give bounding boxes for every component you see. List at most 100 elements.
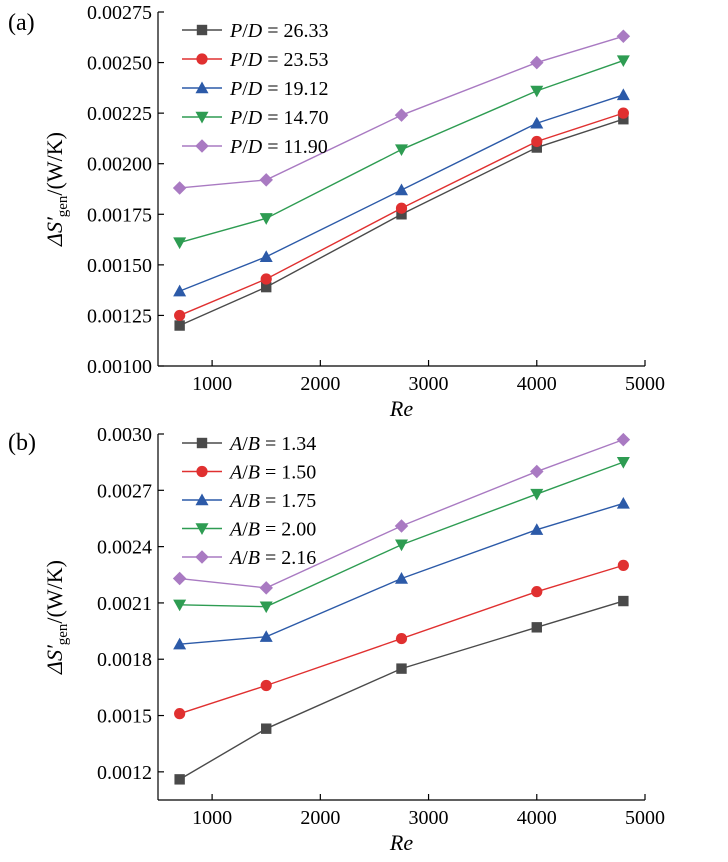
- data-point: [174, 708, 186, 720]
- data-point: [530, 55, 544, 70]
- data-point: [173, 284, 187, 297]
- data-point: [395, 144, 408, 157]
- data-point: [530, 488, 544, 501]
- data-point: [395, 539, 408, 552]
- data-point: [616, 88, 630, 101]
- legend-label: A/B = 1.75: [228, 490, 316, 512]
- x-tick-label: 2000: [300, 373, 340, 395]
- data-point: [616, 456, 630, 469]
- series-0: [174, 595, 629, 785]
- legend-marker: [195, 139, 209, 153]
- data-point: [531, 135, 543, 148]
- series-3: [173, 456, 630, 614]
- y-tick-label: 0.00150: [87, 255, 152, 277]
- y-tick-label: 0.00225: [87, 103, 152, 125]
- legend-label: A/B = 1.50: [228, 462, 316, 484]
- data-point: [259, 601, 273, 614]
- data-point: [174, 774, 185, 785]
- data-point: [616, 496, 630, 509]
- series-2: [173, 496, 630, 650]
- y-axis-label: ΔS′gen/(W/K): [42, 560, 71, 675]
- y-tick-label: 0.0021: [97, 593, 152, 615]
- data-point: [259, 213, 273, 225]
- data-point: [394, 108, 409, 122]
- x-tick-label: 3000: [409, 807, 449, 829]
- data-point: [173, 599, 187, 612]
- legend-label: P/D = 23.53: [229, 49, 329, 71]
- data-point: [396, 209, 407, 220]
- series-2: [173, 88, 630, 297]
- series-3: [173, 55, 630, 250]
- data-point: [174, 309, 186, 322]
- data-point: [173, 637, 187, 650]
- data-point: [173, 237, 187, 250]
- data-point: [616, 432, 631, 447]
- chart-panel-a: 0.00100 0.00125 0.00150 0.00175 0.00200 0.002…: [8, 2, 665, 421]
- legend-marker: [195, 550, 209, 564]
- legend-marker: [196, 53, 208, 65]
- legend-label: P/D = 11.90: [229, 136, 328, 158]
- legend-marker: [195, 81, 209, 94]
- legend: A/B = 1.34 A/B = 1.50 A/B = 1.75 A/B = 2.00…: [182, 433, 316, 569]
- series-line: [179, 600, 624, 780]
- x-tick-label: 1000: [192, 807, 232, 829]
- data-point: [617, 559, 629, 571]
- legend: P/D = 26.33 P/D = 23.53 P/D = 19.12 P/D = 1…: [182, 20, 329, 158]
- data-point: [531, 586, 543, 598]
- y-tick-label: 0.0030: [97, 424, 152, 446]
- y-tick-label: 0.0015: [97, 706, 152, 728]
- data-point: [616, 29, 631, 44]
- series-1: [174, 559, 629, 720]
- data-point: [394, 519, 409, 533]
- legend-label: A/B = 2.00: [228, 519, 316, 541]
- data-point: [618, 595, 629, 607]
- panel-label: (a): [8, 10, 35, 36]
- data-point: [616, 55, 630, 68]
- legend-marker: [196, 24, 208, 36]
- legend-label: A/B = 2.16: [228, 547, 316, 569]
- panel-label: (b): [8, 430, 36, 456]
- y-tick-label: 0.0027: [97, 480, 152, 502]
- y-tick-label: 0.0012: [97, 762, 152, 784]
- data-point: [395, 572, 408, 584]
- legend-label: A/B = 1.34: [228, 433, 316, 455]
- data-point: [261, 281, 272, 293]
- series-4: [172, 432, 631, 595]
- data-point: [174, 320, 185, 331]
- legend-marker: [195, 493, 209, 506]
- data-point: [172, 571, 187, 586]
- legend-label: P/D = 26.33: [229, 20, 329, 42]
- x-tick-label: 2000: [300, 807, 340, 829]
- chart-panel-b: 0.0012 0.0015 0.0018 0.0021 0.0024 0.0027 0.00…: [8, 424, 665, 855]
- data-point: [531, 622, 542, 633]
- legend-marker: [195, 523, 209, 535]
- data-point: [617, 107, 629, 119]
- legend-label: P/D = 19.12: [229, 78, 329, 100]
- legend-marker: [196, 465, 208, 478]
- data-point: [172, 181, 187, 195]
- y-tick-label: 0.0024: [97, 537, 152, 559]
- x-tick-label: 4000: [517, 807, 557, 829]
- series-0: [174, 114, 629, 331]
- y-tick-label: 0.00100: [87, 356, 152, 378]
- data-point: [259, 630, 273, 642]
- x-tick-label: 3000: [409, 373, 449, 395]
- data-point: [259, 250, 273, 262]
- data-point: [395, 183, 408, 196]
- data-point: [261, 723, 272, 734]
- data-point: [260, 679, 272, 692]
- series-1: [174, 107, 629, 322]
- data-point: [530, 116, 544, 129]
- y-tick-label: 0.00125: [87, 305, 152, 327]
- data-point: [530, 464, 544, 479]
- y-tick-label: 0.00275: [87, 2, 152, 24]
- data-point: [395, 632, 408, 645]
- data-point: [531, 142, 542, 153]
- y-axis-label: ΔS′gen/(W/K): [42, 132, 71, 247]
- series-4: [172, 29, 631, 195]
- x-tick-label: 1000: [192, 373, 232, 395]
- x-tick-label: 5000: [625, 373, 665, 395]
- y-tick-label: 0.00175: [87, 204, 152, 226]
- data-point: [396, 663, 407, 674]
